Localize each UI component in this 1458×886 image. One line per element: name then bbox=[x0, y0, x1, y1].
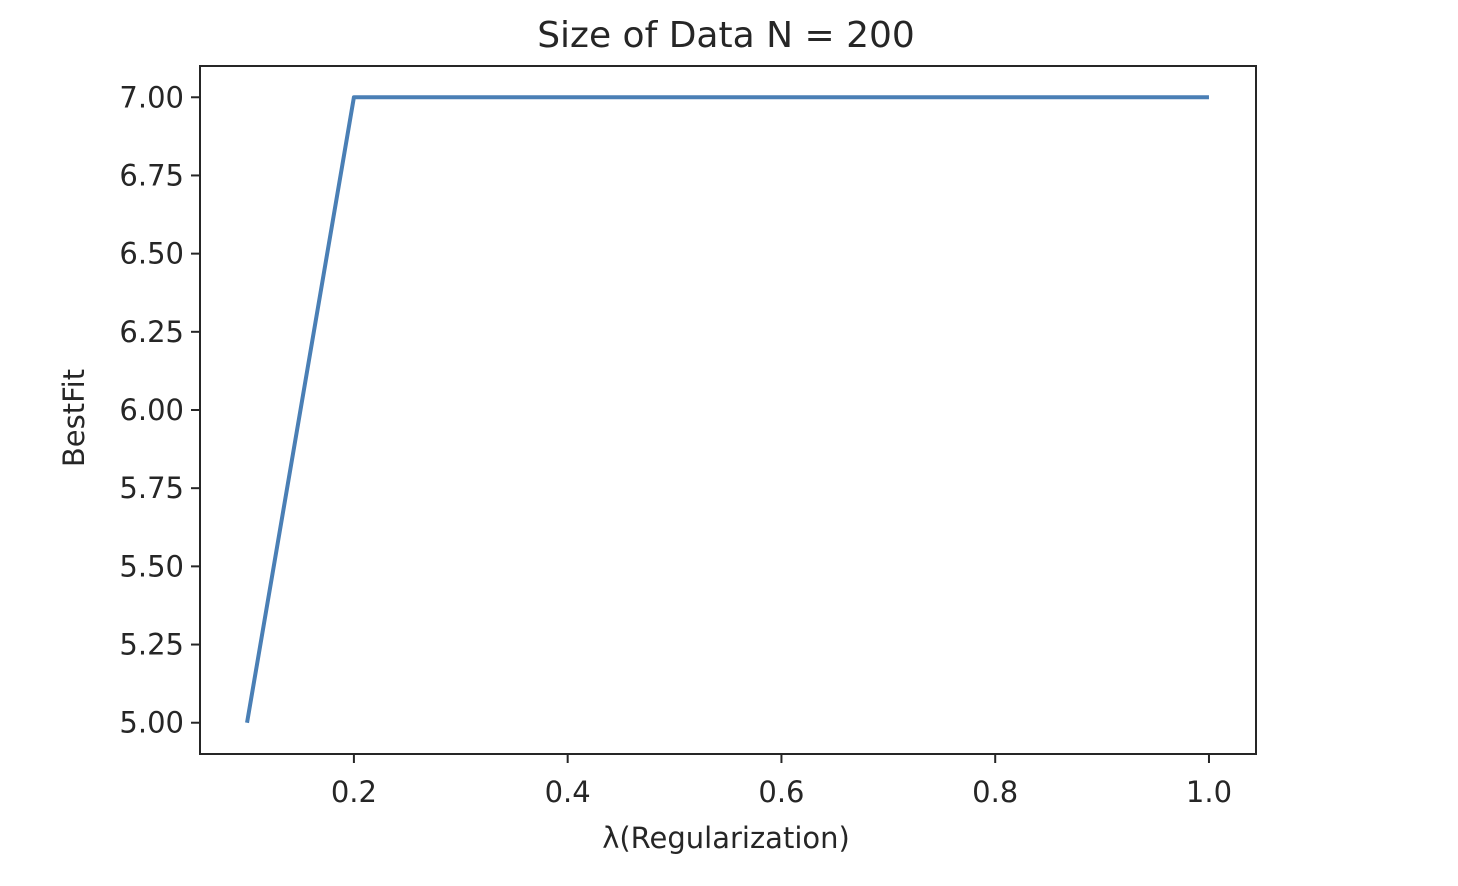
x-tick-label: 0.8 bbox=[972, 775, 1018, 809]
x-axis: 0.2 0.4 0.6 0.8 1.0 bbox=[331, 754, 1232, 809]
x-tick-label: 0.6 bbox=[758, 775, 804, 809]
plot-series bbox=[245, 95, 1209, 724]
y-tick-label: 6.25 bbox=[119, 315, 184, 349]
y-tick-label: 5.00 bbox=[119, 706, 184, 740]
y-tick-label: 6.00 bbox=[119, 393, 184, 427]
x-tick-label: 1.0 bbox=[1186, 775, 1232, 809]
chart-title: Size of Data N = 200 bbox=[537, 15, 915, 56]
y-tick-label: 5.25 bbox=[119, 628, 184, 662]
y-tick-label: 7.00 bbox=[119, 80, 184, 114]
x-tick-label: 0.4 bbox=[545, 775, 591, 809]
x-axis-label: λ(Regularization) bbox=[602, 821, 850, 855]
plot-frame bbox=[199, 65, 1257, 755]
y-axis: 5.00 5.25 5.50 5.75 6.00 6.25 6.50 6.75 7.00 bbox=[119, 80, 200, 740]
y-axis-label: BestFit bbox=[57, 369, 91, 467]
x-tick-label: 0.2 bbox=[331, 775, 377, 809]
y-tick-label: 6.75 bbox=[119, 158, 184, 192]
y-tick-label: 5.50 bbox=[119, 549, 184, 583]
series-line bbox=[245, 95, 1209, 724]
y-tick-label: 5.75 bbox=[119, 471, 184, 505]
y-tick-label: 6.50 bbox=[119, 237, 184, 271]
